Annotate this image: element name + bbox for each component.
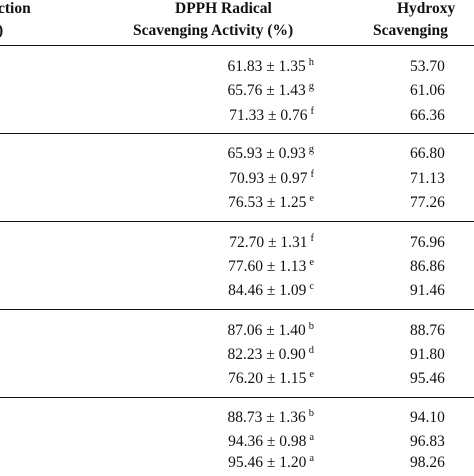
hydroxyl-cell: 71.13 <box>410 170 445 187</box>
dpph-cell: 71.33 ± 0.76 f <box>229 106 314 124</box>
hydroxyl-cell: 91.80 <box>410 346 445 363</box>
dpph-cell: 70.93 ± 0.97 f <box>229 169 314 187</box>
dpph-cell: 65.76 ± 1.43 g <box>227 81 314 99</box>
hydroxyl-cell: 98.26 <box>410 454 445 471</box>
hydroxyl-cell: 61.06 <box>410 82 445 99</box>
hydroxyl-cell: 88.76 <box>410 322 445 339</box>
dpph-cell: 94.36 ± 0.98 a <box>228 432 314 450</box>
hydroxyl-cell: 77.26 <box>410 194 445 211</box>
hydroxyl-cell: 95.46 <box>410 370 445 387</box>
dpph-cell: 76.20 ± 1.15 e <box>228 369 314 387</box>
header-hydroxyl-line2: Scavenging <box>373 22 448 39</box>
dpph-cell: 76.53 ± 1.25 e <box>228 193 314 211</box>
group-rule <box>0 133 474 134</box>
hydroxyl-cell: 66.80 <box>410 145 445 162</box>
hydroxyl-cell: 53.70 <box>410 58 445 75</box>
dpph-cell: 87.06 ± 1.40 b <box>227 321 314 339</box>
dpph-cell: 65.93 ± 0.93 g <box>227 144 314 162</box>
group-rule <box>0 309 474 310</box>
header-col1-line2: ) <box>0 20 3 42</box>
dpph-cell: 61.83 ± 1.35 h <box>227 57 314 75</box>
hydroxyl-cell: 86.86 <box>410 258 445 275</box>
dpph-cell: 84.46 ± 1.09 c <box>228 281 314 299</box>
group-rule <box>0 221 474 222</box>
hydroxyl-cell: 96.83 <box>410 433 445 450</box>
dpph-cell: 82.23 ± 0.90 d <box>227 345 314 363</box>
dpph-cell: 77.60 ± 1.13 e <box>228 257 314 275</box>
hydroxyl-cell: 91.46 <box>410 282 445 299</box>
header-rule <box>0 45 474 46</box>
header-dpph-line2: Scavenging Activity (%) <box>133 22 294 39</box>
header-col1-line1: ction <box>0 0 31 17</box>
dpph-cell: 95.46 ± 1.20 a <box>228 453 314 471</box>
hydroxyl-cell: 76.96 <box>410 234 445 251</box>
header-dpph-line1: DPPH Radical <box>175 0 272 17</box>
dpph-cell: 72.70 ± 1.31 f <box>229 233 314 251</box>
hydroxyl-cell: 66.36 <box>410 107 445 124</box>
hydroxyl-cell: 94.10 <box>410 409 445 426</box>
header-hydroxyl-line1: Hydroxy <box>397 0 456 17</box>
dpph-cell: 88.73 ± 1.36 b <box>227 408 314 426</box>
group-rule <box>0 397 474 398</box>
